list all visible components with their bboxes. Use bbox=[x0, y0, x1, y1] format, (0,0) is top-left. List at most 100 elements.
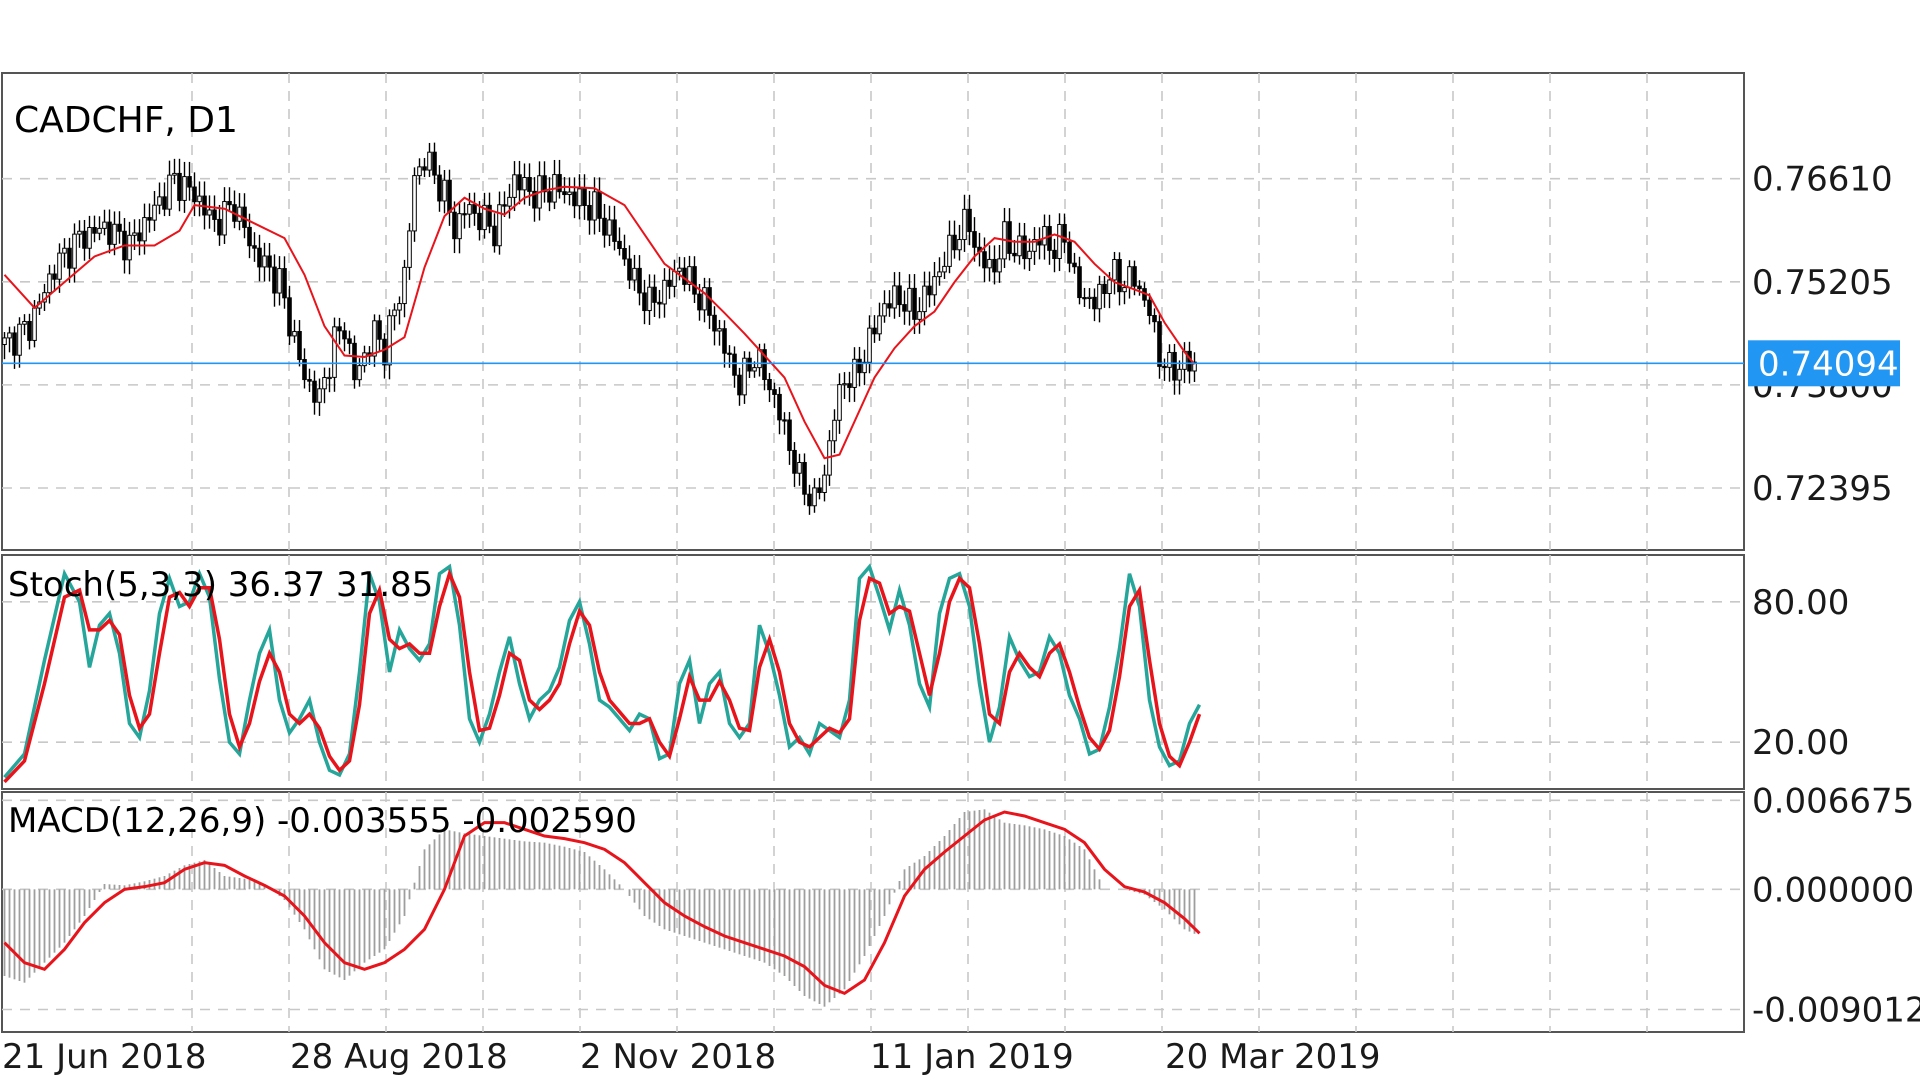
candle-body bbox=[272, 266, 277, 294]
candle-body bbox=[867, 327, 872, 363]
candle-body bbox=[187, 176, 192, 188]
candle-body bbox=[1072, 262, 1077, 268]
candle-body bbox=[847, 383, 852, 388]
candle-body bbox=[52, 273, 57, 280]
candle-body bbox=[812, 487, 817, 507]
moving-average-line bbox=[3, 185, 1196, 460]
candle-body bbox=[1047, 226, 1052, 251]
candle-body bbox=[1092, 296, 1097, 310]
candle-body bbox=[132, 232, 137, 236]
date-axis: 21 Jun 2018 28 Aug 2018 2 Nov 2018 11 Ja… bbox=[2, 1037, 1381, 1077]
grid-layer bbox=[2, 73, 1744, 1032]
candle-body bbox=[307, 379, 312, 382]
candle-body bbox=[1017, 235, 1022, 257]
candle-body bbox=[512, 174, 517, 198]
candle-body bbox=[607, 219, 612, 236]
candle-body bbox=[1007, 221, 1012, 254]
candle-body bbox=[477, 212, 482, 231]
stochastic-title: Stoch(5,3,3) 36.37 31.85 bbox=[8, 565, 433, 605]
candle-body bbox=[1117, 259, 1122, 293]
candle-body bbox=[162, 196, 167, 210]
candle-body bbox=[852, 358, 857, 388]
candle-body bbox=[777, 393, 782, 421]
candle-body bbox=[957, 239, 962, 251]
candle-body bbox=[942, 265, 947, 273]
date-tick-label: 11 Jan 2019 bbox=[870, 1037, 1074, 1077]
candle-body bbox=[937, 271, 942, 278]
candle-body bbox=[907, 287, 912, 312]
candle-body bbox=[327, 376, 332, 380]
stoch-tick-label: 20.00 bbox=[1752, 723, 1849, 763]
candle-body bbox=[217, 218, 222, 236]
candle-body bbox=[22, 320, 27, 325]
date-tick-label: 21 Jun 2018 bbox=[2, 1037, 207, 1077]
candle-body bbox=[932, 276, 937, 296]
candle-body bbox=[487, 204, 492, 227]
candle-body bbox=[752, 367, 757, 372]
candle-body bbox=[197, 195, 202, 203]
candle-body bbox=[317, 388, 322, 403]
candle-body bbox=[157, 196, 162, 206]
candle-body bbox=[582, 188, 587, 206]
candle-body bbox=[2, 337, 7, 346]
candle-body bbox=[887, 303, 892, 309]
date-tick-label: 2 Nov 2018 bbox=[580, 1037, 776, 1077]
candle-body bbox=[1097, 283, 1102, 310]
candle-body bbox=[762, 349, 767, 381]
candle-body bbox=[482, 204, 487, 231]
candle-body bbox=[267, 255, 272, 268]
candle-body bbox=[152, 204, 157, 221]
candle-body bbox=[47, 273, 52, 294]
candle-body bbox=[662, 279, 667, 305]
candle-body bbox=[1032, 239, 1037, 252]
candle-body bbox=[622, 248, 627, 260]
candle-body bbox=[417, 166, 422, 177]
candle-body bbox=[1042, 226, 1047, 246]
candle-body bbox=[1137, 285, 1142, 290]
candle-body bbox=[602, 217, 607, 236]
candle-body bbox=[1112, 259, 1117, 281]
candle-body bbox=[227, 201, 232, 206]
candle-body bbox=[1052, 249, 1057, 260]
candle-body bbox=[112, 223, 117, 245]
price-tick-label: 0.72395 bbox=[1752, 469, 1893, 509]
candle-body bbox=[807, 493, 812, 507]
candle-body bbox=[1162, 365, 1167, 369]
candle-body bbox=[67, 247, 72, 269]
candle-body bbox=[577, 188, 582, 207]
price-axis: 0.76610 0.75205 0.73800 0.72395 bbox=[1752, 160, 1893, 509]
candle-body bbox=[982, 251, 987, 269]
candle-body bbox=[527, 177, 532, 192]
candle-body bbox=[212, 209, 217, 220]
candle-body bbox=[877, 315, 882, 335]
candle-body bbox=[397, 303, 402, 311]
candle-body bbox=[352, 342, 357, 381]
candle-body bbox=[167, 174, 172, 210]
candle-body bbox=[592, 191, 597, 221]
candle-body bbox=[522, 177, 527, 191]
candle-body bbox=[247, 226, 252, 247]
candle-body bbox=[1192, 361, 1197, 372]
candle-body bbox=[612, 219, 617, 242]
candle-body bbox=[467, 204, 472, 215]
candle-body bbox=[107, 221, 112, 245]
candle-body bbox=[362, 352, 367, 367]
macd-tick-label: -0.009012 bbox=[1752, 990, 1920, 1030]
candle-body bbox=[342, 330, 347, 340]
candle-body bbox=[57, 252, 62, 280]
candle-body bbox=[1132, 266, 1137, 287]
candle-body bbox=[802, 461, 807, 495]
candle-body bbox=[647, 286, 652, 312]
candle-body bbox=[557, 174, 562, 193]
candle-body bbox=[822, 474, 827, 494]
candle-body bbox=[82, 230, 87, 249]
candle-body bbox=[817, 487, 822, 494]
candle-body bbox=[382, 338, 387, 366]
candle-body bbox=[1152, 315, 1157, 323]
candle-body bbox=[857, 358, 862, 374]
candle-body bbox=[617, 240, 622, 250]
candle-body bbox=[402, 266, 407, 305]
candle-body bbox=[1157, 321, 1162, 367]
